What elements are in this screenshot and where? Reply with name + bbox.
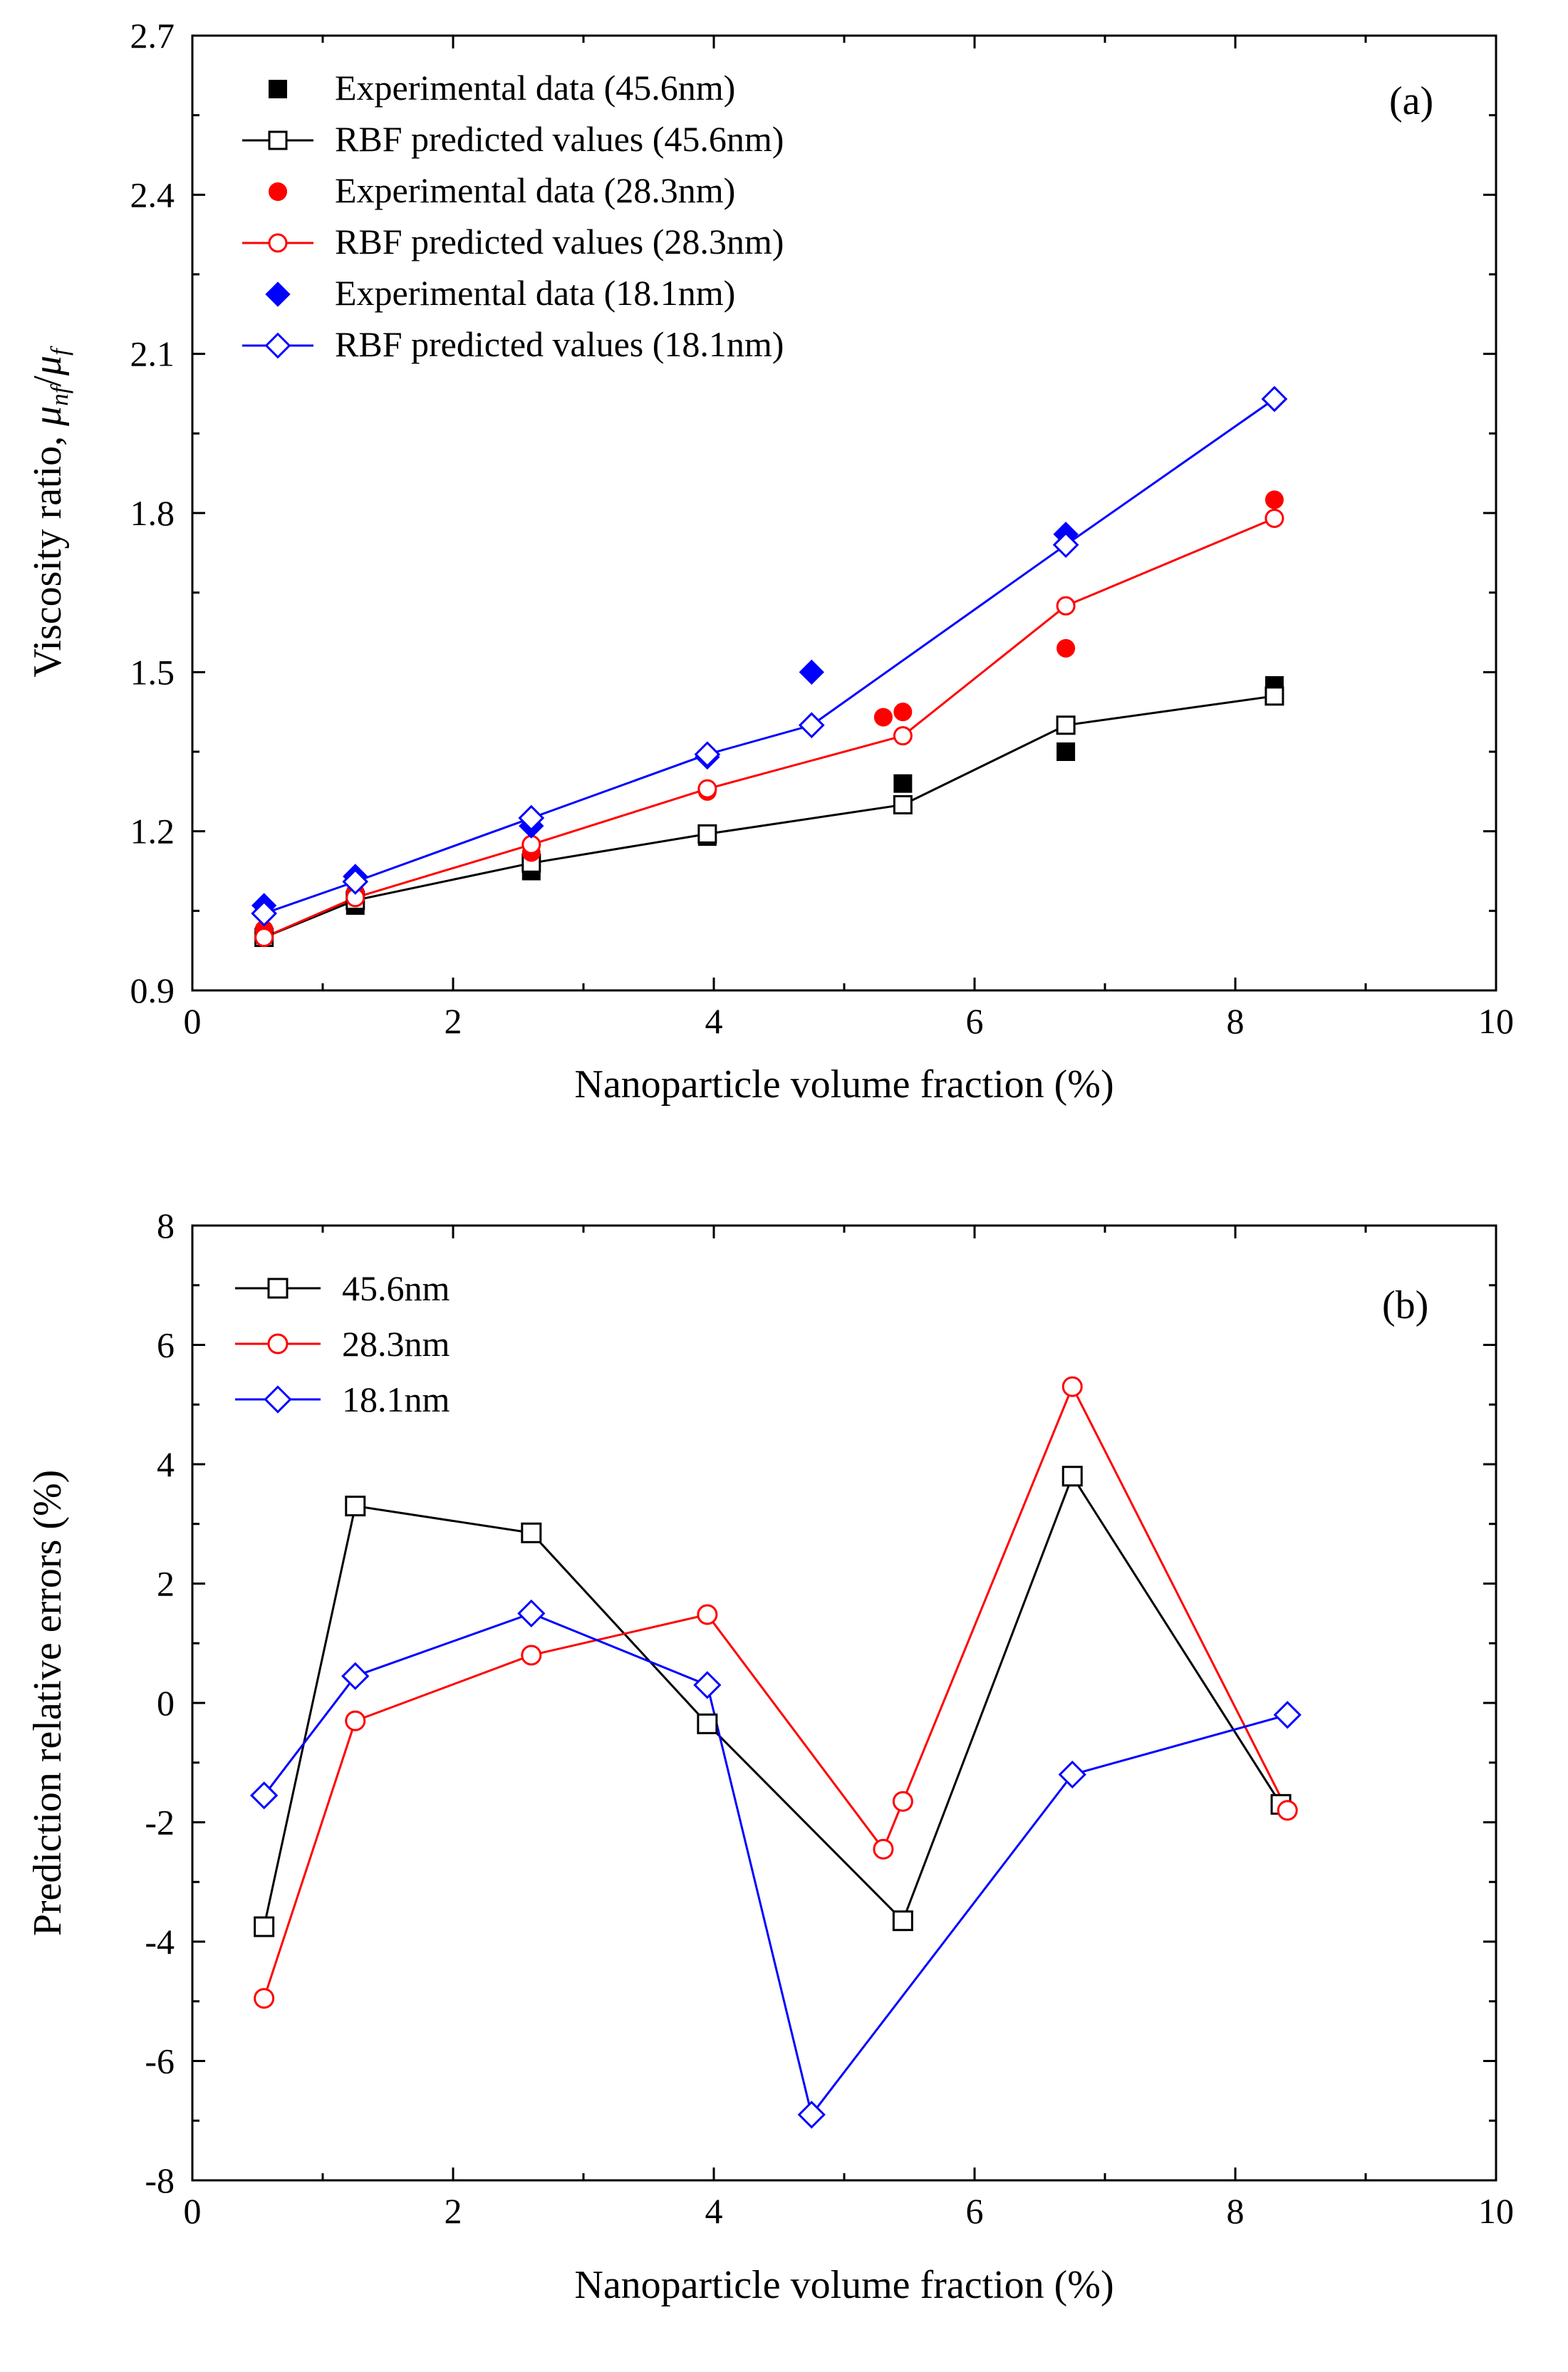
svg-text:-2: -2: [145, 1803, 175, 1843]
svg-text:2: 2: [157, 1564, 175, 1604]
svg-text:8: 8: [1227, 1001, 1245, 1041]
svg-text:4: 4: [705, 1001, 723, 1041]
svg-text:2.1: 2.1: [130, 334, 175, 374]
svg-text:18.1nm: 18.1nm: [342, 1379, 450, 1419]
svg-text:Experimental data (45.6nm): Experimental data (45.6nm): [335, 68, 735, 108]
svg-text:2: 2: [445, 2191, 462, 2231]
svg-text:(a): (a): [1389, 79, 1433, 123]
svg-text:0: 0: [184, 2191, 202, 2231]
figure-svg: 0 2 4 6 8 10 0.9 1.2 1.5 1.8 2.1 2.4 2.7 (a) Nanoparti…: [0, 0, 1568, 2372]
svg-text:0: 0: [184, 1001, 202, 1041]
svg-text:0: 0: [157, 1683, 175, 1723]
svg-text:2: 2: [445, 1001, 462, 1041]
svg-text:1.5: 1.5: [130, 652, 175, 692]
svg-text:10: 10: [1478, 1001, 1514, 1041]
svg-text:-8: -8: [145, 2160, 175, 2200]
svg-text:RBF predicted values (18.1nm): RBF predicted values (18.1nm): [335, 324, 784, 364]
svg-text:-4: -4: [145, 1922, 175, 1962]
svg-text:8: 8: [157, 1206, 175, 1245]
svg-text:28.3nm: 28.3nm: [342, 1324, 450, 1364]
svg-text:4: 4: [157, 1444, 175, 1484]
svg-text:6: 6: [966, 1001, 984, 1041]
svg-text:45.6nm: 45.6nm: [342, 1268, 450, 1308]
svg-text:6: 6: [966, 2191, 984, 2231]
svg-text:8: 8: [1227, 2191, 1245, 2231]
svg-text:(b): (b): [1382, 1283, 1428, 1327]
svg-text:Viscosity ratio, μnf/μf: Viscosity ratio, μnf/μf: [26, 346, 73, 678]
svg-text:Nanoparticle volume fraction (: Nanoparticle volume fraction (%): [574, 1062, 1113, 1107]
svg-text:1.8: 1.8: [130, 493, 175, 533]
svg-text:RBF predicted values (45.6nm): RBF predicted values (45.6nm): [335, 119, 784, 159]
svg-text:-6: -6: [145, 2041, 175, 2081]
svg-text:4: 4: [705, 2191, 723, 2231]
figure-container: 0 2 4 6 8 10 0.9 1.2 1.5 1.8 2.1 2.4 2.7 (a) Nanoparti…: [0, 0, 1568, 2372]
svg-text:6: 6: [157, 1325, 175, 1365]
svg-text:10: 10: [1478, 2191, 1514, 2231]
svg-text:1.2: 1.2: [130, 812, 175, 851]
svg-text:2.4: 2.4: [130, 175, 175, 214]
svg-text:RBF predicted values (28.3nm): RBF predicted values (28.3nm): [335, 222, 784, 261]
svg-text:2.7: 2.7: [130, 16, 175, 56]
svg-text:Nanoparticle volume fraction (: Nanoparticle volume fraction (%): [574, 2263, 1113, 2307]
svg-text:Prediction relative errors (%): Prediction relative errors (%): [26, 1470, 70, 1937]
svg-text:Experimental data (28.3nm): Experimental data (28.3nm): [335, 170, 735, 210]
svg-text:0.9: 0.9: [130, 970, 175, 1010]
svg-text:Experimental data (18.1nm): Experimental data (18.1nm): [335, 273, 735, 313]
